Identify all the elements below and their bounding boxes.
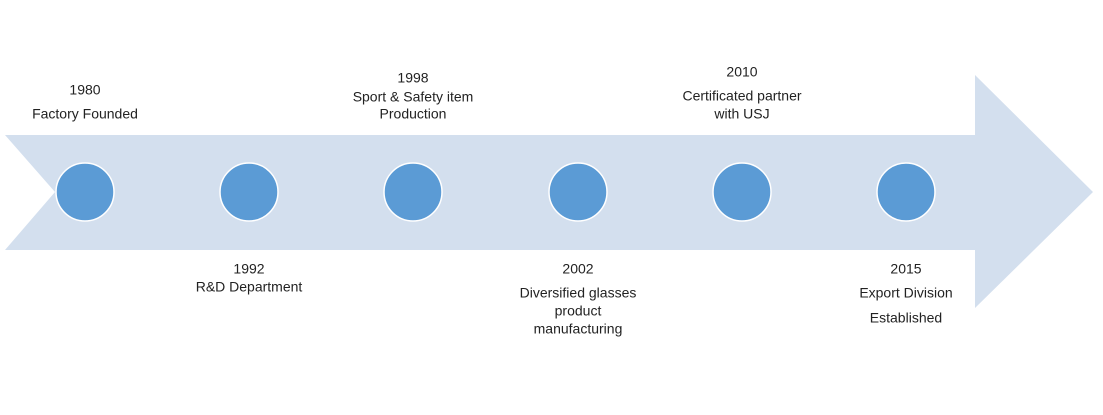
milestone-dot xyxy=(55,162,115,222)
event-year: 2010 xyxy=(726,64,757,80)
event-label: Factory Founded xyxy=(32,106,138,122)
event-label: Established xyxy=(870,310,942,326)
milestone-dot xyxy=(876,162,936,222)
event-year: 1998 xyxy=(397,70,428,86)
event-label: R&D Department xyxy=(196,279,303,295)
event-label: Diversified glasses xyxy=(520,285,637,301)
event-label: with USJ xyxy=(713,106,769,122)
event-label: manufacturing xyxy=(534,321,623,337)
event-year: 1980 xyxy=(69,82,100,98)
milestone-dot xyxy=(712,162,772,222)
event-year: 1992 xyxy=(233,261,264,277)
milestones xyxy=(55,162,936,222)
milestone-dot xyxy=(383,162,443,222)
event-label: Certificated partner xyxy=(682,88,801,104)
event-label: Production xyxy=(380,106,447,122)
event-year: 2002 xyxy=(562,261,593,277)
event-year: 2015 xyxy=(890,261,921,277)
event-label: Sport & Safety item xyxy=(353,89,474,105)
event-label: product xyxy=(555,303,602,319)
event-label: Export Division xyxy=(859,285,952,301)
milestone-dot xyxy=(548,162,608,222)
milestone-dot xyxy=(219,162,279,222)
